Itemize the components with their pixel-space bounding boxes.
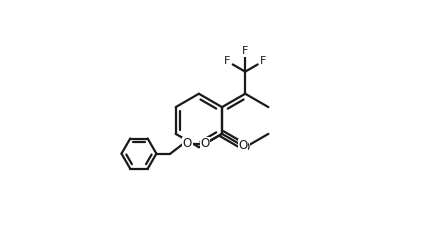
Text: F: F bbox=[242, 46, 248, 56]
Text: F: F bbox=[224, 56, 231, 66]
Text: O: O bbox=[241, 141, 250, 154]
Text: O: O bbox=[200, 137, 210, 150]
Text: O: O bbox=[183, 137, 192, 150]
Text: O: O bbox=[238, 139, 247, 152]
Text: F: F bbox=[260, 56, 266, 66]
